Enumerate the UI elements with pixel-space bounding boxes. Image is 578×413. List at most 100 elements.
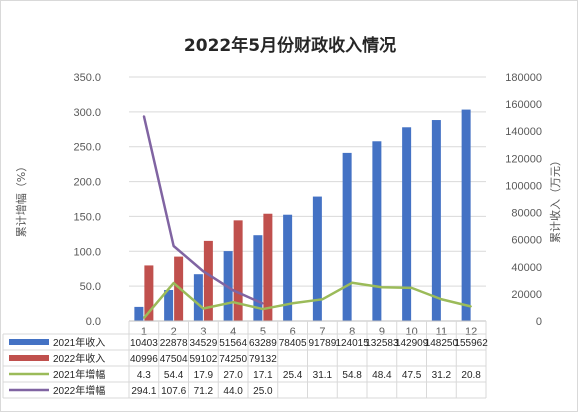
line-point-2021年增幅	[351, 281, 353, 284]
right-tick-label: 100000	[505, 180, 542, 192]
table-cell: 63289	[249, 338, 277, 349]
bar-2021年收入	[193, 274, 203, 321]
left-tick-label: 0.0	[86, 316, 101, 328]
line-point-2021年增幅	[232, 301, 234, 303]
right-tick-label: 80000	[511, 208, 542, 220]
line-2022年增幅	[142, 115, 264, 305]
bar-2021年收入	[461, 109, 471, 322]
x-tick-label: 6	[290, 326, 296, 338]
table-cell: 54.8	[342, 370, 362, 381]
left-tick-label: 200.0	[73, 177, 101, 189]
table-cell: 10403	[130, 338, 158, 349]
legend-key-2022年收入	[9, 355, 49, 361]
table-cell: 148250	[425, 338, 459, 349]
right-tick-label: 20000	[511, 289, 542, 301]
table-cell: 20.8	[461, 370, 481, 381]
table-cell: 78405	[279, 338, 307, 349]
x-tick-label: 3	[200, 326, 206, 338]
bar-2021年收入	[372, 141, 382, 321]
bar-2021年收入	[164, 289, 174, 321]
line-point-2022年增幅	[262, 302, 264, 305]
table-cell: 17.1	[253, 370, 273, 381]
line-point-2021年增幅	[321, 298, 324, 301]
table-cell: 22878	[160, 338, 188, 349]
left-tick-label: 50.0	[80, 281, 101, 293]
left-axis-title: 累计增幅（%）	[14, 161, 28, 237]
table-cell: 44.0	[223, 386, 243, 397]
right-tick-label: 140000	[505, 126, 542, 138]
chart-title: 2022年5月份财政收入情况	[184, 35, 396, 56]
table-cell: 47.5	[402, 370, 422, 381]
table-cell: 31.2	[432, 370, 452, 381]
x-tick-label: 5	[260, 326, 266, 338]
table-cell: 40996	[130, 354, 158, 365]
line-2021年增幅	[142, 281, 472, 319]
table-cell: 71.2	[194, 386, 214, 397]
legend-key-2021年收入	[9, 339, 49, 345]
right-tick-label: 60000	[511, 235, 542, 247]
x-tick-label: 9	[379, 326, 385, 338]
line-point-2021年增幅	[291, 302, 294, 305]
table-cell: 59102	[189, 354, 217, 365]
left-tick-label: 100.0	[73, 246, 101, 258]
left-tick-label: 350.0	[73, 72, 101, 84]
right-tick-label: 0	[536, 316, 542, 328]
legend-label: 2021年增幅	[53, 368, 105, 381]
bar-2022年收入	[263, 213, 273, 321]
table-cell: 25.4	[283, 370, 303, 381]
x-tick-label: 11	[436, 326, 447, 338]
table-cell: 27.0	[223, 370, 243, 381]
bar-2022年收入	[233, 220, 243, 321]
bar-2021年收入	[431, 120, 441, 322]
table-cell: 4.3	[137, 370, 151, 381]
table-cell: 17.9	[194, 370, 214, 381]
line-point-2022年增幅	[172, 245, 175, 247]
table-cell: 25.0	[253, 386, 273, 397]
table-cell: 74250	[219, 354, 247, 365]
x-tick-label: 4	[230, 326, 236, 338]
line-point-2021年增幅	[143, 317, 145, 319]
line-point-2021年增幅	[381, 286, 383, 289]
right-tick-label: 40000	[511, 262, 542, 274]
table-cell: 54.4	[164, 370, 184, 381]
x-tick-label: 2	[171, 326, 177, 338]
table-cell: 34529	[189, 338, 217, 349]
line-point-2022年增幅	[202, 270, 205, 273]
line-point-2021年增幅	[440, 298, 443, 301]
table-cell: 79132	[249, 354, 277, 365]
x-tick-label: 10	[406, 326, 418, 338]
table-cell: 132583	[365, 338, 399, 349]
table-cell: 47504	[160, 354, 188, 365]
line-point-2021年增幅	[202, 307, 205, 310]
table-cell: 51564	[219, 338, 247, 349]
table-cell: 107.6	[161, 386, 186, 397]
table-cell: 91789	[308, 338, 336, 349]
table-cell: 31.1	[313, 370, 333, 381]
bar-2021年收入	[342, 152, 352, 321]
line-point-2021年增幅	[172, 282, 175, 284]
table-cell: 124015	[335, 338, 369, 349]
bar-2021年收入	[312, 196, 322, 321]
right-axis-title: 累计收入（万元）	[548, 155, 562, 243]
line-point-2021年增幅	[470, 305, 472, 308]
legend-label: 2021年收入	[53, 336, 105, 349]
bar-2021年收入	[253, 235, 263, 321]
line-point-2021年增幅	[262, 308, 264, 310]
bar-2021年收入	[402, 127, 412, 322]
x-tick-label: 8	[349, 326, 355, 338]
x-tick-label: 7	[319, 326, 325, 338]
line-point-2022年增幅	[143, 115, 145, 117]
table-cell: 294.1	[131, 386, 156, 397]
line-point-2022年增幅	[232, 289, 234, 292]
legend-label: 2022年收入	[53, 352, 105, 365]
right-tick-label: 160000	[505, 99, 542, 111]
left-tick-label: 150.0	[73, 211, 101, 223]
table-cell: 155962	[454, 338, 488, 349]
bar-2022年收入	[144, 265, 154, 321]
left-tick-label: 300.0	[73, 107, 101, 119]
table-cell: 142909	[395, 338, 429, 349]
x-tick-label: 12	[465, 326, 477, 338]
bar-2021年收入	[283, 214, 293, 321]
